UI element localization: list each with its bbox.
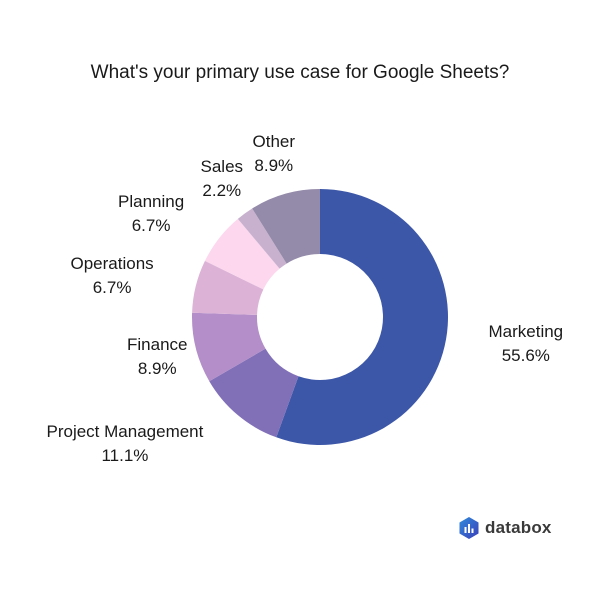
label-project-management: Project Management 11.1% <box>47 420 204 468</box>
label-sales: Sales 2.2% <box>201 155 244 203</box>
databox-logo-icon <box>459 517 479 539</box>
donut-segment-sales <box>237 208 287 269</box>
label-category: Planning <box>118 192 185 211</box>
label-category: Marketing <box>488 322 564 341</box>
brand-name: databox <box>485 518 552 537</box>
donut-segment-finance <box>192 312 266 382</box>
label-value: 8.9% <box>137 359 177 378</box>
label-category: Operations <box>70 254 154 273</box>
donut-segment-planning <box>204 218 280 290</box>
label-value: 8.9% <box>254 156 294 175</box>
label-planning: Planning 6.7% <box>118 190 184 238</box>
label-value: 6.7% <box>131 216 171 235</box>
label-value: 2.2% <box>202 181 242 200</box>
label-other: Other 8.9% <box>253 130 296 178</box>
donut-segment-marketing <box>276 189 449 446</box>
label-value: 11.1% <box>101 446 149 465</box>
label-value: 55.6% <box>501 346 550 365</box>
donut-segment-other <box>252 189 320 264</box>
label-value: 6.7% <box>92 278 132 297</box>
label-operations: Operations 6.7% <box>71 252 154 300</box>
chart-title: What's your primary use case for Google … <box>90 62 510 83</box>
databox-brand: databox <box>458 516 552 540</box>
donut-segment-operations <box>192 260 264 315</box>
label-category: Other <box>252 132 296 151</box>
donut-segment-project-management <box>209 348 299 438</box>
label-category: Sales <box>200 157 244 176</box>
label-category: Project Management <box>46 422 204 441</box>
label-marketing: Marketing 55.6% <box>489 320 564 368</box>
label-category: Finance <box>127 335 188 354</box>
label-finance: Finance 8.9% <box>127 333 187 381</box>
